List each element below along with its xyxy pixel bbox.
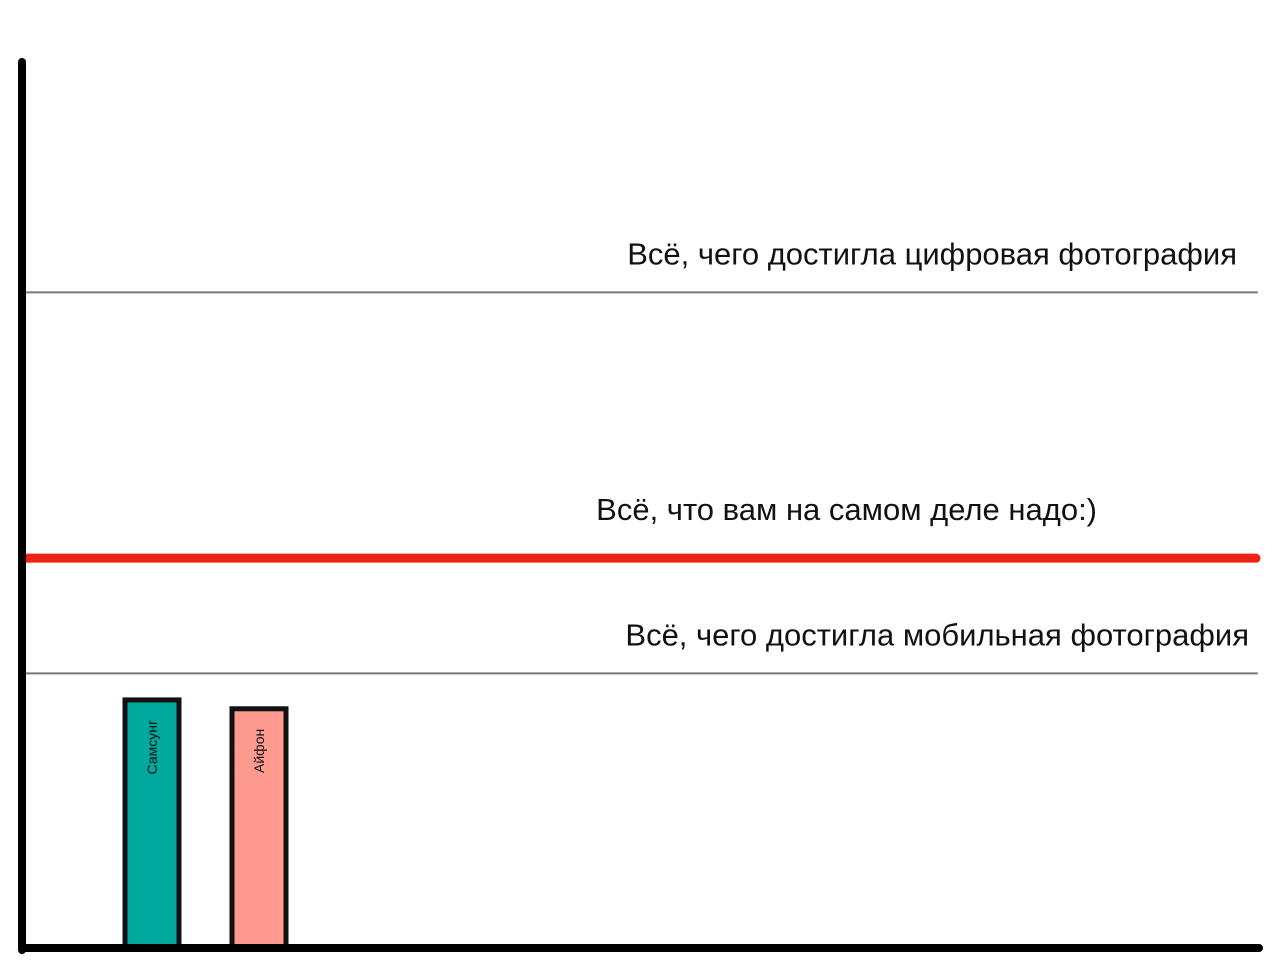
bar-label-1: Самсунг: [144, 720, 160, 775]
reference-line-label-2: Всё, что вам на самом деле надо:): [596, 492, 1097, 527]
reference-line-label-1: Всё, чего достигла цифровая фотография: [627, 236, 1237, 271]
reference-lines-group: Всё, чего достигла цифровая фотография Вс…: [19, 236, 1261, 675]
reference-line-label-3: Всё, чего достигла мобильная фотография: [625, 617, 1249, 652]
bar-label-2: Айфон: [251, 729, 267, 773]
